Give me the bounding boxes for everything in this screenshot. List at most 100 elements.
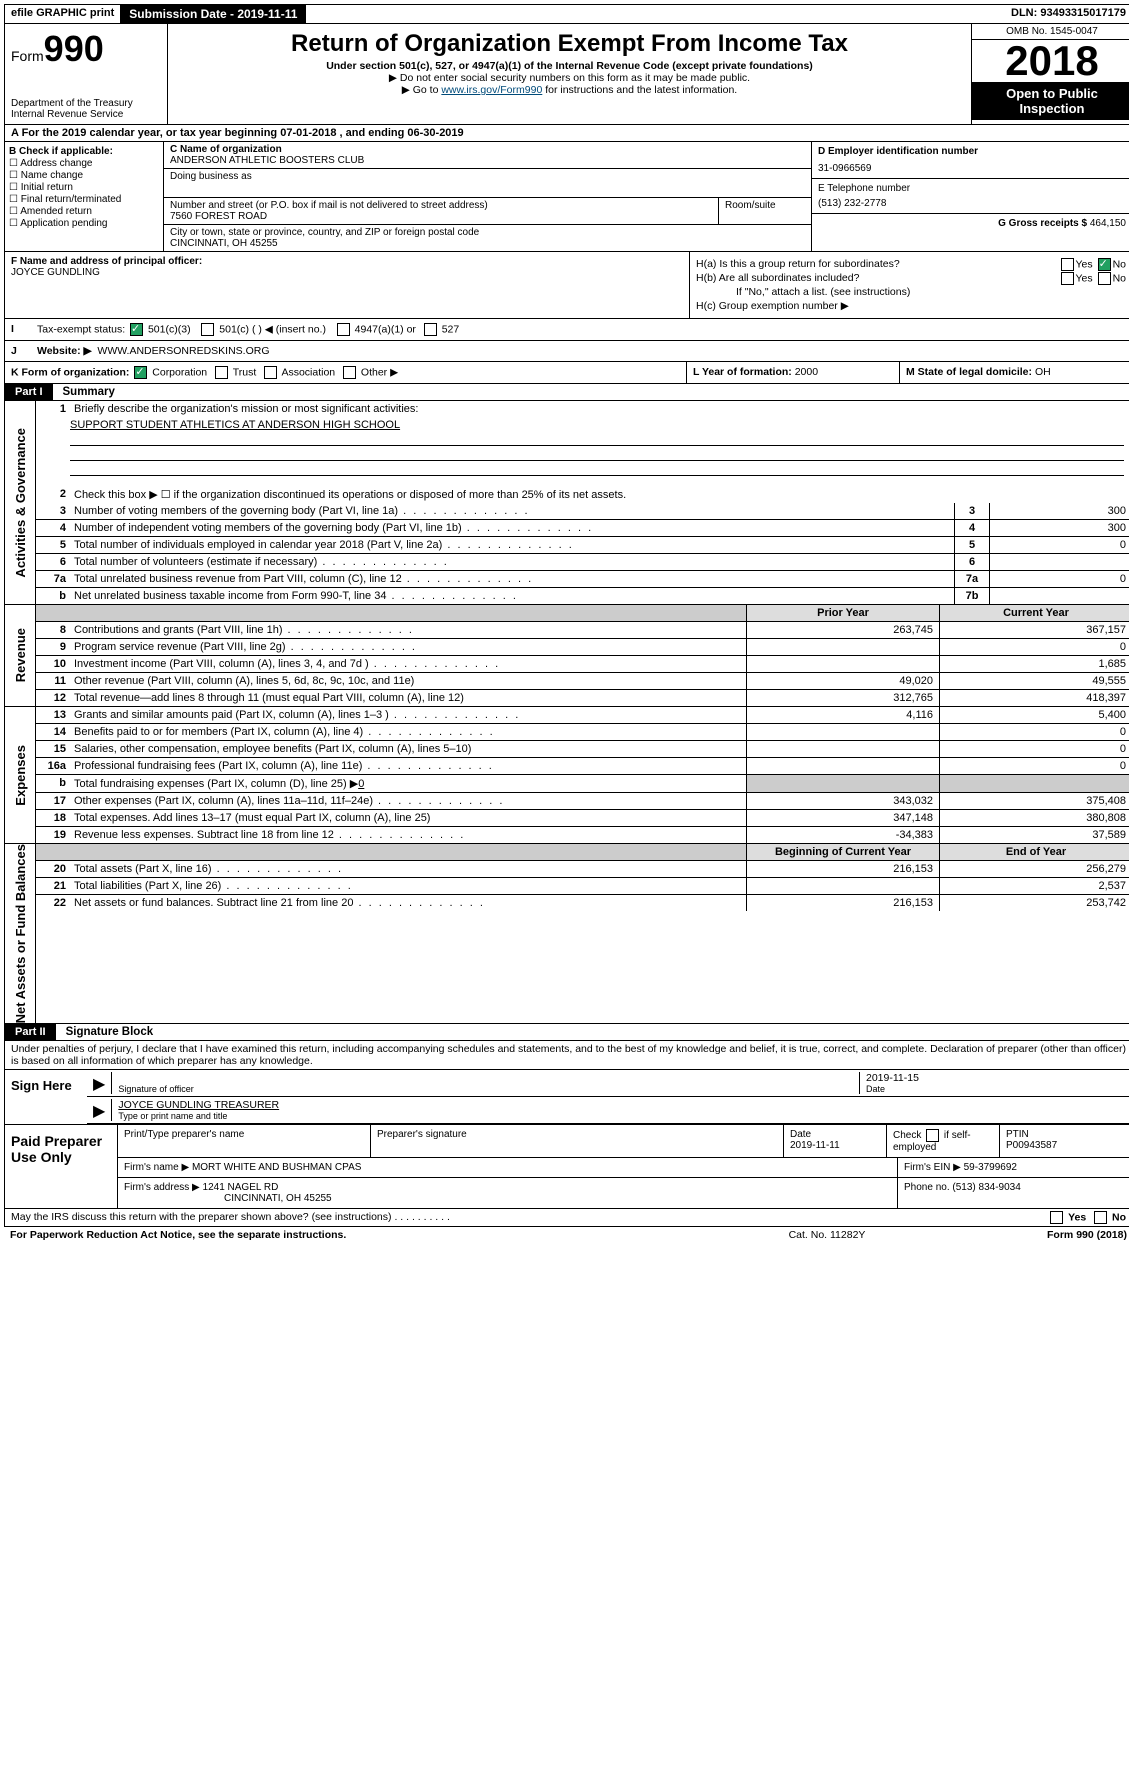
- line-16a: 16a Professional fundraising fees (Part …: [36, 758, 1129, 775]
- mission-ul2: [70, 446, 1124, 461]
- 501c3-chk[interactable]: [130, 323, 143, 336]
- dba-label: Doing business as: [170, 171, 252, 182]
- line-14: 14 Benefits paid to or for members (Part…: [36, 724, 1129, 741]
- l4-num: 4: [36, 520, 70, 536]
- corp-chk[interactable]: [134, 366, 147, 379]
- line-2: 2 Check this box ▶ ☐ if the organization…: [36, 486, 1129, 503]
- paid-preparer: Paid Preparer Use Only Print/Type prepar…: [5, 1124, 1129, 1208]
- l7a-val: 0: [989, 571, 1129, 587]
- line-19: 19 Revenue less expenses. Subtract line …: [36, 827, 1129, 843]
- assoc-chk[interactable]: [264, 366, 277, 379]
- hb-no-chk[interactable]: [1098, 272, 1111, 285]
- sig-officer-label: Signature of officer: [118, 1084, 859, 1094]
- hb-answers: Yes No: [1059, 272, 1127, 285]
- phone-label: E Telephone number: [818, 183, 1126, 194]
- 4947-chk[interactable]: [337, 323, 350, 336]
- ha-yes-chk[interactable]: [1061, 258, 1074, 271]
- k-row: K Form of organization: Corporation Trus…: [5, 362, 1129, 384]
- rev-content: Prior Year Current Year 8 Contributions …: [36, 605, 1129, 706]
- l4-val: 300: [989, 520, 1129, 536]
- gross-value: 464,150: [1090, 218, 1126, 229]
- header-left: Form990 Department of the Treasury Inter…: [5, 24, 168, 124]
- sig-name-cell: JOYCE GUNDLING TREASURER Type or print n…: [111, 1099, 1126, 1121]
- ag-content: 1 Briefly describe the organization's mi…: [36, 401, 1129, 604]
- ha-no-chk[interactable]: [1098, 258, 1111, 271]
- l7b-ref: 7b: [954, 588, 989, 604]
- net-assets-section: Net Assets or Fund Balances Beginning of…: [5, 844, 1129, 1024]
- na-hdr: Beginning of Current Year End of Year: [36, 844, 1129, 861]
- tax-status-label: Tax-exempt status:: [37, 323, 125, 335]
- chk-name[interactable]: ☐ Name change: [9, 170, 159, 181]
- l3-val: 300: [989, 503, 1129, 519]
- form-container: efile GRAPHIC print Submission Date - 20…: [4, 4, 1129, 1227]
- line-22: 22 Net assets or fund balances. Subtract…: [36, 895, 1129, 911]
- header-right: OMB No. 1545-0047 2018 Open to Public In…: [971, 24, 1129, 124]
- line-18: 18 Total expenses. Add lines 13–17 (must…: [36, 810, 1129, 827]
- form-990: 990: [44, 28, 104, 69]
- sign-here-table: Sign Here ▶ Signature of officer 2019-11…: [5, 1069, 1129, 1124]
- box-h: H(a) Is this a group return for subordin…: [690, 252, 1129, 318]
- chk-initial[interactable]: ☐ Initial return: [9, 182, 159, 193]
- trust-chk[interactable]: [215, 366, 228, 379]
- discuss-no-chk[interactable]: [1094, 1211, 1107, 1224]
- line-7b: b Net unrelated business taxable income …: [36, 588, 1129, 604]
- i-label: I: [5, 319, 31, 340]
- l-cell: L Year of formation: 2000: [686, 362, 899, 383]
- rev-hdr-num: [36, 605, 70, 621]
- revenue-section: Revenue Prior Year Current Year 8 Contri…: [5, 605, 1129, 707]
- officer-name: JOYCE GUNDLING: [11, 267, 683, 278]
- mission-block: SUPPORT STUDENT ATHLETICS AT ANDERSON HI…: [36, 417, 1129, 486]
- j-content: Website: ▶ WWW.ANDERSONREDSKINS.ORG: [31, 341, 1129, 361]
- discuss-label: May the IRS discuss this return with the…: [11, 1211, 1048, 1224]
- expenses-section: Expenses 13 Grants and similar amounts p…: [5, 707, 1129, 844]
- dln: DLN: 93493315017179: [1005, 5, 1129, 23]
- beg-year-hdr: Beginning of Current Year: [746, 844, 939, 860]
- sig-name-title: JOYCE GUNDLING TREASURER: [118, 1099, 1126, 1111]
- prep-h5: PTINP00943587: [1000, 1125, 1129, 1157]
- subtitle-2: ▶ Do not enter social security numbers o…: [172, 72, 967, 84]
- dba-row: Doing business as: [164, 169, 811, 198]
- phone-value: (513) 232-2778: [818, 194, 1126, 209]
- 501c-chk[interactable]: [201, 323, 214, 336]
- chk-final[interactable]: ☐ Final return/terminated: [9, 194, 159, 205]
- l16b-prior: [746, 775, 939, 792]
- line-13: 13 Grants and similar amounts paid (Part…: [36, 707, 1129, 724]
- chk-amended[interactable]: ☐ Amended return: [9, 206, 159, 217]
- hb-note: If "No," attach a list. (see instruction…: [696, 286, 1126, 298]
- period-row: A For the 2019 calendar year, or tax yea…: [5, 125, 1129, 142]
- sig-row-2: ▶ JOYCE GUNDLING TREASURER Type or print…: [87, 1097, 1129, 1124]
- irs-label: Internal Revenue Service: [11, 109, 161, 120]
- firm-addr-cell: Firm's address ▶ 1241 NAGEL RD CINCINNAT…: [118, 1178, 898, 1208]
- side-ag: Activities & Governance: [5, 401, 36, 604]
- type-label: Type or print name and title: [118, 1111, 1126, 1121]
- other-chk[interactable]: [343, 366, 356, 379]
- l16b-cur: [939, 775, 1129, 792]
- box-d: D Employer identification number 31-0966…: [812, 142, 1129, 179]
- topbar: efile GRAPHIC print Submission Date - 20…: [5, 5, 1129, 24]
- addr-num-wrap: Number and street (or P.O. box if mail i…: [164, 198, 811, 224]
- l1-num: 1: [36, 401, 70, 417]
- chk-pending[interactable]: ☐ Application pending: [9, 218, 159, 229]
- room-suite: Room/suite: [719, 198, 811, 224]
- city-row: City or town, state or province, country…: [164, 225, 811, 251]
- self-emp-chk[interactable]: [926, 1129, 939, 1142]
- hb-yes-chk[interactable]: [1061, 272, 1074, 285]
- irs-link[interactable]: www.irs.gov/Form990: [441, 84, 542, 96]
- box-g: G Gross receipts $ 464,150: [812, 214, 1129, 233]
- chk-address[interactable]: ☐ Address change: [9, 158, 159, 169]
- ein-value: 31-0966569: [818, 157, 1126, 174]
- 527-chk[interactable]: [424, 323, 437, 336]
- line-12: 12 Total revenue—add lines 8 through 11 …: [36, 690, 1129, 706]
- mission-ul3: [70, 461, 1124, 476]
- l7b-num: b: [36, 588, 70, 604]
- form-ref: Form 990 (2018): [927, 1229, 1127, 1241]
- discuss-yes-chk[interactable]: [1050, 1211, 1063, 1224]
- k-content: K Form of organization: Corporation Trus…: [5, 362, 686, 383]
- l1-desc: Briefly describe the organization's miss…: [70, 401, 1129, 417]
- l3-ref: 3: [954, 503, 989, 519]
- box-b: B Check if applicable: ☐ Address change …: [5, 142, 164, 251]
- dept-treasury: Department of the Treasury: [11, 98, 161, 109]
- sig-row-1: ▶ Signature of officer 2019-11-15 Date: [87, 1070, 1129, 1097]
- part2-header: Part II Signature Block: [5, 1024, 1129, 1041]
- l5-desc: Total number of individuals employed in …: [70, 537, 954, 553]
